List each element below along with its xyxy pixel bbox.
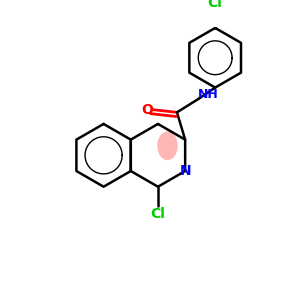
Text: Cl: Cl	[151, 207, 165, 221]
Text: NH: NH	[198, 88, 219, 101]
Text: N: N	[179, 164, 191, 178]
Text: O: O	[141, 103, 153, 117]
Ellipse shape	[157, 131, 178, 160]
Text: Cl: Cl	[208, 0, 223, 11]
